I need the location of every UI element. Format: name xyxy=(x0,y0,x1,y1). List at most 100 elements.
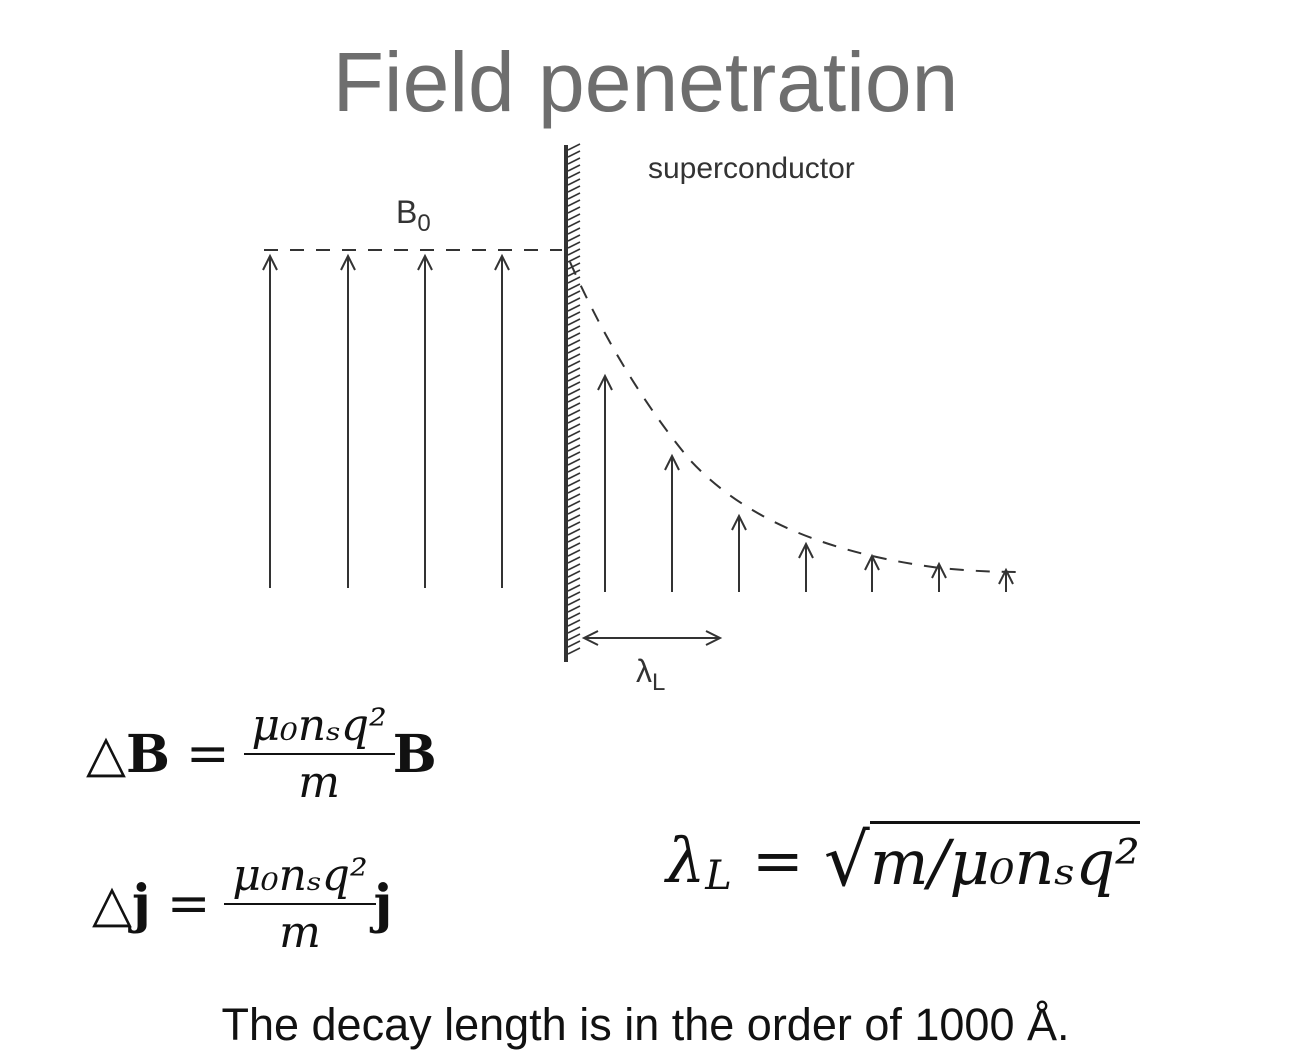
hatch-mark xyxy=(567,157,581,165)
numerator: μ₀nₛq² xyxy=(251,700,387,751)
hatch-mark xyxy=(567,171,581,179)
equals-sign: = xyxy=(751,823,804,897)
hatch-mark xyxy=(567,444,581,452)
equals-sign: = xyxy=(185,724,230,784)
radicand: m/μ₀nₛq² xyxy=(869,821,1140,899)
field-arrowhead xyxy=(417,253,433,271)
hatch-mark xyxy=(567,570,581,578)
penetration-depth-label: λL xyxy=(636,653,665,696)
hatch-mark xyxy=(567,563,581,571)
hatch-mark xyxy=(567,402,581,410)
hatch-mark xyxy=(567,549,581,557)
hatch-mark xyxy=(567,416,581,424)
hatch-mark xyxy=(567,150,581,158)
hatch-mark xyxy=(567,276,581,284)
hatch-mark xyxy=(567,290,581,298)
hatch-mark xyxy=(567,353,581,361)
superconductor-wall xyxy=(564,143,581,662)
equals-sign: = xyxy=(166,874,211,934)
hatch-mark xyxy=(567,339,581,347)
hatch-mark xyxy=(567,465,581,473)
hatch-mark xyxy=(567,486,581,494)
field-arrowhead xyxy=(664,453,680,471)
denominator: m xyxy=(224,903,376,958)
hatch-mark xyxy=(567,647,581,655)
rhs-symbol: B xyxy=(392,723,437,785)
hatch-mark xyxy=(567,612,581,620)
field-arrowhead xyxy=(931,561,947,579)
fraction: μ₀nₛq² m xyxy=(224,850,376,958)
hatch-mark xyxy=(567,178,581,186)
lambda-symbol: λ xyxy=(666,823,706,897)
hatch-mark xyxy=(567,227,581,235)
radical-sign: √ xyxy=(823,818,870,902)
hatch-mark xyxy=(567,164,581,172)
hatch-mark xyxy=(567,213,581,221)
delta-symbol: △ xyxy=(86,724,126,784)
hatch-mark xyxy=(567,437,581,445)
hatch-mark xyxy=(567,472,581,480)
hatch-mark xyxy=(567,262,581,270)
hatch-mark xyxy=(567,542,581,550)
hatch-mark xyxy=(567,521,581,529)
field-arrowhead xyxy=(262,253,278,271)
hatch-mark xyxy=(567,381,581,389)
hatch-mark xyxy=(567,535,581,543)
field-arrowhead xyxy=(494,253,510,271)
numerator: μ₀nₛq² xyxy=(232,850,368,901)
hatch-mark xyxy=(567,325,581,333)
field-arrowhead xyxy=(340,253,356,271)
field-arrowhead xyxy=(731,513,747,531)
hatch-mark xyxy=(567,514,581,522)
hatch-mark xyxy=(567,626,581,634)
hatch-mark xyxy=(567,479,581,487)
hatch-mark xyxy=(567,633,581,641)
field-arrowhead xyxy=(597,373,613,391)
field-arrowhead xyxy=(798,541,814,559)
field-arrowhead xyxy=(998,567,1014,585)
page-title: Field penetration xyxy=(332,35,959,129)
hatch-mark xyxy=(567,360,581,368)
internal-field-arrows xyxy=(597,373,1014,592)
field-label: B0 xyxy=(396,194,431,237)
hatch-mark xyxy=(567,234,581,242)
hatch-mark xyxy=(567,304,581,312)
hatch-mark xyxy=(567,255,581,263)
hatch-mark xyxy=(567,640,581,648)
hatch-mark xyxy=(567,493,581,501)
hatch-mark xyxy=(567,388,581,396)
hatch-mark xyxy=(567,192,581,200)
hatch-mark xyxy=(567,374,581,382)
field-arrowhead xyxy=(864,553,880,571)
decay-curve xyxy=(569,261,1021,573)
hatch-mark xyxy=(567,297,581,305)
external-field-arrows xyxy=(262,253,510,588)
hatch-mark xyxy=(567,423,581,431)
hatch-mark xyxy=(567,598,581,606)
hatch-mark xyxy=(567,430,581,438)
lambda-subscript: L xyxy=(705,853,732,899)
lhs-symbol: B xyxy=(126,723,170,785)
hatch-mark xyxy=(567,332,581,340)
lhs-symbol: j xyxy=(132,873,151,935)
hatch-mark xyxy=(567,143,581,151)
hatch-mark xyxy=(567,199,581,207)
hatch-mark xyxy=(567,458,581,466)
hatch-mark xyxy=(567,556,581,564)
hatch-mark xyxy=(567,507,581,515)
hatch-mark xyxy=(567,409,581,417)
hatch-mark xyxy=(567,206,581,214)
hatch-mark xyxy=(567,318,581,326)
hatch-mark xyxy=(567,367,581,375)
decay-length-note: The decay length is in the order of 1000… xyxy=(221,999,1070,1050)
fraction: μ₀nₛq² m xyxy=(243,700,395,808)
hatch-mark xyxy=(567,528,581,536)
hatch-mark xyxy=(567,591,581,599)
hatch-mark xyxy=(567,619,581,627)
superconductor-label: superconductor xyxy=(648,152,855,185)
hatch-mark xyxy=(567,451,581,459)
hatch-mark xyxy=(567,605,581,613)
hatch-mark xyxy=(567,220,581,228)
hatch-mark xyxy=(567,283,581,291)
